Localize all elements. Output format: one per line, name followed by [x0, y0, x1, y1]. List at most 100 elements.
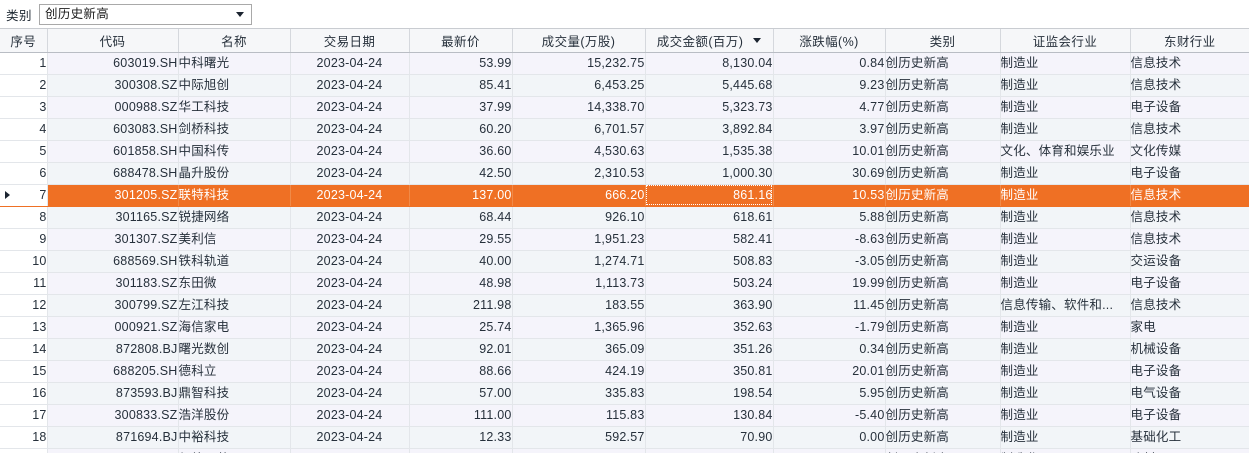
- cell-vol[interactable]: 1,951.23: [512, 228, 646, 251]
- cell-vol[interactable]: 183.55: [512, 294, 646, 317]
- column-header-dfind[interactable]: 东财行业: [1130, 29, 1249, 53]
- cell-date[interactable]: 2023-04-24: [290, 448, 410, 453]
- cell-date[interactable]: 2023-04-24: [290, 272, 410, 295]
- cell-vol[interactable]: 6,701.57: [512, 118, 646, 141]
- cell-amt[interactable]: 582.41: [645, 228, 774, 251]
- cell-csrc[interactable]: 制造业: [1000, 338, 1131, 361]
- cell-cat[interactable]: 创历史新高: [885, 206, 1001, 229]
- cell-chg[interactable]: 30.69: [773, 162, 886, 185]
- cell-code[interactable]: 603083.SH: [47, 118, 179, 141]
- cell-csrc[interactable]: 制造业: [1000, 184, 1131, 207]
- cell-name[interactable]: 东田微: [178, 272, 291, 295]
- cell-code[interactable]: 872808.BJ: [47, 338, 179, 361]
- cell-amt[interactable]: 1,535.38: [645, 140, 774, 163]
- sort-descending-caret-icon[interactable]: [753, 37, 762, 43]
- cell-price[interactable]: 60.20: [409, 118, 513, 141]
- cell-date[interactable]: 2023-04-24: [290, 228, 410, 251]
- cell-vol[interactable]: 926.10: [512, 206, 646, 229]
- cell-price[interactable]: 211.98: [409, 294, 513, 317]
- cell-name[interactable]: 中裕科技: [178, 426, 291, 449]
- cell-cat[interactable]: 创历史新高: [885, 294, 1001, 317]
- cell-idx[interactable]: 17: [0, 404, 48, 427]
- cell-vol[interactable]: 592.57: [512, 426, 646, 449]
- cell-csrc[interactable]: 文化、体育和娱乐业: [1000, 140, 1131, 163]
- cell-name[interactable]: 凯德石英: [178, 448, 291, 453]
- cell-code[interactable]: 301307.SZ: [47, 228, 179, 251]
- cell-amt[interactable]: 352.63: [645, 316, 774, 339]
- cell-cat[interactable]: 创历史新高: [885, 228, 1001, 251]
- cell-price[interactable]: 42.50: [409, 162, 513, 185]
- cell-dfind[interactable]: 机械设备: [1130, 338, 1249, 361]
- cell-date[interactable]: 2023-04-24: [290, 118, 410, 141]
- cell-name[interactable]: 中国科传: [178, 140, 291, 163]
- table-row[interactable]: 8 301165.SZ 锐捷网络 2023-04-24 68.44 926.10 618.6…: [0, 206, 1249, 229]
- cell-idx[interactable]: 11: [0, 272, 48, 295]
- cell-price[interactable]: 137.00: [409, 184, 513, 207]
- cell-dfind[interactable]: 信息技术: [1130, 228, 1249, 251]
- cell-cat[interactable]: 创历史新高: [885, 140, 1001, 163]
- cell-code[interactable]: 603019.SH: [47, 52, 179, 75]
- column-header-chg[interactable]: 涨跌幅(%): [773, 29, 886, 53]
- cell-amt[interactable]: 503.24: [645, 272, 774, 295]
- chevron-down-icon[interactable]: [236, 12, 245, 17]
- cell-amt[interactable]: 618.61: [645, 206, 774, 229]
- cell-code[interactable]: 688569.SH: [47, 250, 179, 273]
- cell-code[interactable]: 301165.SZ: [47, 206, 179, 229]
- cell-dfind[interactable]: 信息技术: [1130, 294, 1249, 317]
- cell-idx[interactable]: 4: [0, 118, 48, 141]
- cell-dfind[interactable]: 基础化工: [1130, 426, 1249, 449]
- cell-cat[interactable]: 创历史新高: [885, 426, 1001, 449]
- cell-name[interactable]: 华工科技: [178, 96, 291, 119]
- cell-csrc[interactable]: 制造业: [1000, 426, 1131, 449]
- cell-idx[interactable]: 16: [0, 382, 48, 405]
- cell-name[interactable]: 鼎智科技: [178, 382, 291, 405]
- cell-chg[interactable]: 11.45: [773, 294, 886, 317]
- table-row[interactable]: 2 300308.SZ 中际旭创 2023-04-24 85.41 6,453.25 5,4…: [0, 74, 1249, 97]
- cell-chg[interactable]: 0.00: [773, 426, 886, 449]
- cell-date[interactable]: 2023-04-24: [290, 360, 410, 383]
- cell-name[interactable]: 中际旭创: [178, 74, 291, 97]
- cell-vol[interactable]: 115.83: [512, 404, 646, 427]
- table-row[interactable]: 15 688205.SH 德科立 2023-04-24 88.66 424.19 350.8…: [0, 360, 1249, 383]
- table-row[interactable]: 14 872808.BJ 曙光数创 2023-04-24 92.01 365.09 351.…: [0, 338, 1249, 361]
- cell-amt[interactable]: 130.84: [645, 404, 774, 427]
- results-grid[interactable]: 序号 代码 名称 交易日期 最新价 成交量(万股) 成交金额(百万) 涨跌幅(%) 类别 证监会行…: [0, 28, 1249, 453]
- category-filter-combobox[interactable]: 创历史新高: [39, 3, 253, 25]
- cell-date[interactable]: 2023-04-24: [290, 74, 410, 97]
- cell-dfind[interactable]: 文化传媒: [1130, 140, 1249, 163]
- cell-date[interactable]: 2023-04-24: [290, 294, 410, 317]
- cell-name[interactable]: 德科立: [178, 360, 291, 383]
- cell-chg[interactable]: 10.53: [773, 184, 886, 207]
- cell-price[interactable]: 40.00: [409, 250, 513, 273]
- cell-price[interactable]: 92.01: [409, 338, 513, 361]
- cell-csrc[interactable]: 制造业: [1000, 74, 1131, 97]
- cell-vol[interactable]: 1,274.71: [512, 250, 646, 273]
- cell-date[interactable]: 2023-04-24: [290, 382, 410, 405]
- cell-date[interactable]: 2023-04-24: [290, 206, 410, 229]
- cell-amt[interactable]: 198.54: [645, 382, 774, 405]
- cell-price[interactable]: 29.55: [409, 228, 513, 251]
- cell-dfind[interactable]: 信息技术: [1130, 184, 1249, 207]
- cell-price[interactable]: 88.66: [409, 360, 513, 383]
- cell-name[interactable]: 左江科技: [178, 294, 291, 317]
- cell-cat[interactable]: 创历史新高: [885, 74, 1001, 97]
- cell-csrc[interactable]: 制造业: [1000, 448, 1131, 453]
- cell-price[interactable]: 12.33: [409, 426, 513, 449]
- cell-code[interactable]: 688205.SH: [47, 360, 179, 383]
- column-header-code[interactable]: 代码: [47, 29, 179, 53]
- cell-code[interactable]: 301183.SZ: [47, 272, 179, 295]
- cell-name[interactable]: 联特科技: [178, 184, 291, 207]
- cell-name[interactable]: 晶升股份: [178, 162, 291, 185]
- cell-amt[interactable]: 508.83: [645, 250, 774, 273]
- cell-csrc[interactable]: 制造业: [1000, 360, 1131, 383]
- cell-price[interactable]: 57.00: [409, 382, 513, 405]
- cell-vol[interactable]: 234.59: [512, 448, 646, 453]
- cell-dfind[interactable]: 信息技术: [1130, 74, 1249, 97]
- cell-vol[interactable]: 6,453.25: [512, 74, 646, 97]
- column-header-cat[interactable]: 类别: [885, 29, 1001, 53]
- table-row[interactable]: 11 301183.SZ 东田微 2023-04-24 48.98 1,113.73 503…: [0, 272, 1249, 295]
- cell-cat[interactable]: 创历史新高: [885, 96, 1001, 119]
- cell-idx[interactable]: 19: [0, 448, 48, 453]
- cell-chg[interactable]: 20.01: [773, 360, 886, 383]
- cell-csrc[interactable]: 信息传输、软件和...: [1000, 294, 1131, 317]
